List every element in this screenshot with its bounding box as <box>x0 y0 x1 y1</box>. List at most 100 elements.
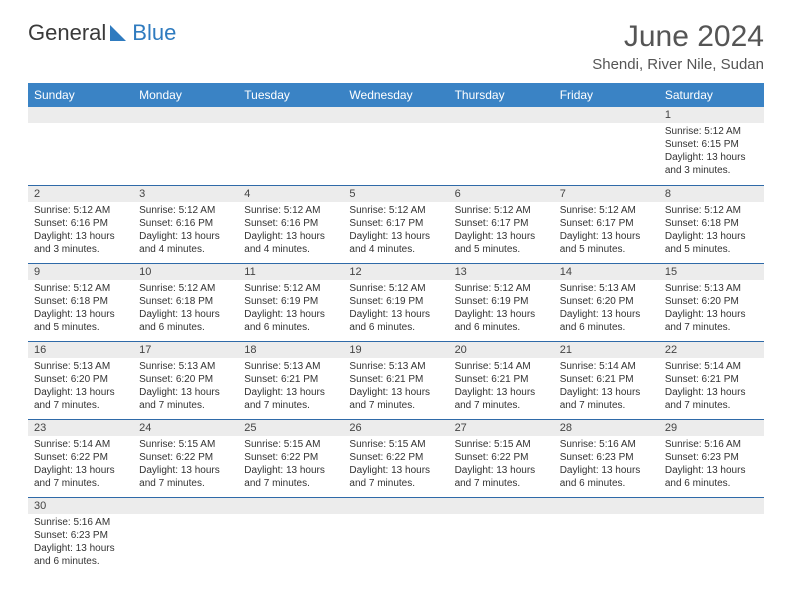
day-number: 5 <box>343 186 448 202</box>
daylight-text: Daylight: 13 hours and 7 minutes. <box>455 386 548 412</box>
calendar-cell: 24Sunrise: 5:15 AMSunset: 6:22 PMDayligh… <box>133 419 238 497</box>
sunrise-text: Sunrise: 5:13 AM <box>349 360 442 373</box>
day-body: Sunrise: 5:16 AMSunset: 6:23 PMDaylight:… <box>28 514 133 572</box>
calendar-cell <box>238 497 343 575</box>
logo-sail-icon <box>108 23 130 43</box>
daylight-text: Daylight: 13 hours and 6 minutes. <box>34 542 127 568</box>
sunset-text: Sunset: 6:18 PM <box>34 295 127 308</box>
day-number: 4 <box>238 186 343 202</box>
daylight-text: Daylight: 13 hours and 6 minutes. <box>560 464 653 490</box>
sunrise-text: Sunrise: 5:12 AM <box>665 204 758 217</box>
daylight-text: Daylight: 13 hours and 7 minutes. <box>139 386 232 412</box>
sunset-text: Sunset: 6:21 PM <box>244 373 337 386</box>
day-number: 12 <box>343 264 448 280</box>
daylight-text: Daylight: 13 hours and 5 minutes. <box>34 308 127 334</box>
calendar-cell: 17Sunrise: 5:13 AMSunset: 6:20 PMDayligh… <box>133 341 238 419</box>
day-body: Sunrise: 5:15 AMSunset: 6:22 PMDaylight:… <box>343 436 448 494</box>
day-body: Sunrise: 5:13 AMSunset: 6:20 PMDaylight:… <box>28 358 133 416</box>
sunrise-text: Sunrise: 5:14 AM <box>560 360 653 373</box>
day-header: Friday <box>554 83 659 107</box>
day-number: 26 <box>343 420 448 436</box>
sunrise-text: Sunrise: 5:12 AM <box>139 282 232 295</box>
daylight-text: Daylight: 13 hours and 6 minutes. <box>560 308 653 334</box>
day-number <box>449 498 554 514</box>
daylight-text: Daylight: 13 hours and 7 minutes. <box>349 464 442 490</box>
sunrise-text: Sunrise: 5:15 AM <box>139 438 232 451</box>
sunset-text: Sunset: 6:22 PM <box>455 451 548 464</box>
sunrise-text: Sunrise: 5:15 AM <box>244 438 337 451</box>
calendar-cell: 25Sunrise: 5:15 AMSunset: 6:22 PMDayligh… <box>238 419 343 497</box>
sunrise-text: Sunrise: 5:12 AM <box>244 282 337 295</box>
day-number: 25 <box>238 420 343 436</box>
day-number: 28 <box>554 420 659 436</box>
day-body <box>133 514 238 520</box>
daylight-text: Daylight: 13 hours and 7 minutes. <box>34 464 127 490</box>
calendar-cell: 6Sunrise: 5:12 AMSunset: 6:17 PMDaylight… <box>449 185 554 263</box>
sunset-text: Sunset: 6:18 PM <box>139 295 232 308</box>
day-header: Thursday <box>449 83 554 107</box>
sunrise-text: Sunrise: 5:13 AM <box>244 360 337 373</box>
day-number: 21 <box>554 342 659 358</box>
sunrise-text: Sunrise: 5:15 AM <box>455 438 548 451</box>
calendar-cell: 30Sunrise: 5:16 AMSunset: 6:23 PMDayligh… <box>28 497 133 575</box>
sunrise-text: Sunrise: 5:12 AM <box>34 204 127 217</box>
day-body: Sunrise: 5:13 AMSunset: 6:21 PMDaylight:… <box>238 358 343 416</box>
sunset-text: Sunset: 6:20 PM <box>665 295 758 308</box>
sunset-text: Sunset: 6:17 PM <box>455 217 548 230</box>
sunrise-text: Sunrise: 5:16 AM <box>665 438 758 451</box>
day-body: Sunrise: 5:12 AMSunset: 6:16 PMDaylight:… <box>28 202 133 260</box>
day-body: Sunrise: 5:12 AMSunset: 6:15 PMDaylight:… <box>659 123 764 181</box>
day-body: Sunrise: 5:12 AMSunset: 6:16 PMDaylight:… <box>238 202 343 260</box>
sunset-text: Sunset: 6:19 PM <box>349 295 442 308</box>
daylight-text: Daylight: 13 hours and 7 minutes. <box>560 386 653 412</box>
day-number: 7 <box>554 186 659 202</box>
day-body: Sunrise: 5:14 AMSunset: 6:22 PMDaylight:… <box>28 436 133 494</box>
sunrise-text: Sunrise: 5:12 AM <box>665 125 758 138</box>
calendar-cell: 22Sunrise: 5:14 AMSunset: 6:21 PMDayligh… <box>659 341 764 419</box>
day-header: Wednesday <box>343 83 448 107</box>
day-number: 17 <box>133 342 238 358</box>
sunset-text: Sunset: 6:20 PM <box>560 295 653 308</box>
calendar-cell: 12Sunrise: 5:12 AMSunset: 6:19 PMDayligh… <box>343 263 448 341</box>
sunrise-text: Sunrise: 5:13 AM <box>665 282 758 295</box>
calendar-cell: 8Sunrise: 5:12 AMSunset: 6:18 PMDaylight… <box>659 185 764 263</box>
daylight-text: Daylight: 13 hours and 7 minutes. <box>34 386 127 412</box>
day-body: Sunrise: 5:12 AMSunset: 6:18 PMDaylight:… <box>28 280 133 338</box>
calendar-cell: 27Sunrise: 5:15 AMSunset: 6:22 PMDayligh… <box>449 419 554 497</box>
day-number <box>554 107 659 123</box>
calendar-cell <box>133 107 238 185</box>
day-number: 27 <box>449 420 554 436</box>
calendar-cell <box>659 497 764 575</box>
day-body: Sunrise: 5:12 AMSunset: 6:16 PMDaylight:… <box>133 202 238 260</box>
day-number: 23 <box>28 420 133 436</box>
day-number <box>659 498 764 514</box>
calendar-cell: 3Sunrise: 5:12 AMSunset: 6:16 PMDaylight… <box>133 185 238 263</box>
header: GeneralBlue June 2024 Shendi, River Nile… <box>28 20 764 73</box>
location: Shendi, River Nile, Sudan <box>592 56 764 73</box>
sunset-text: Sunset: 6:23 PM <box>34 529 127 542</box>
daylight-text: Daylight: 13 hours and 3 minutes. <box>34 230 127 256</box>
daylight-text: Daylight: 13 hours and 6 minutes. <box>244 308 337 334</box>
daylight-text: Daylight: 13 hours and 4 minutes. <box>139 230 232 256</box>
day-number: 18 <box>238 342 343 358</box>
day-body <box>133 123 238 129</box>
daylight-text: Daylight: 13 hours and 6 minutes. <box>455 308 548 334</box>
day-body: Sunrise: 5:14 AMSunset: 6:21 PMDaylight:… <box>554 358 659 416</box>
sunset-text: Sunset: 6:16 PM <box>139 217 232 230</box>
calendar-cell: 20Sunrise: 5:14 AMSunset: 6:21 PMDayligh… <box>449 341 554 419</box>
sunrise-text: Sunrise: 5:14 AM <box>455 360 548 373</box>
calendar-cell: 15Sunrise: 5:13 AMSunset: 6:20 PMDayligh… <box>659 263 764 341</box>
day-number: 3 <box>133 186 238 202</box>
day-number: 1 <box>659 107 764 123</box>
sunrise-text: Sunrise: 5:12 AM <box>244 204 337 217</box>
day-body: Sunrise: 5:12 AMSunset: 6:17 PMDaylight:… <box>554 202 659 260</box>
day-body: Sunrise: 5:12 AMSunset: 6:17 PMDaylight:… <box>343 202 448 260</box>
sunset-text: Sunset: 6:21 PM <box>349 373 442 386</box>
calendar-cell: 13Sunrise: 5:12 AMSunset: 6:19 PMDayligh… <box>449 263 554 341</box>
calendar-cell: 21Sunrise: 5:14 AMSunset: 6:21 PMDayligh… <box>554 341 659 419</box>
calendar-cell <box>343 107 448 185</box>
day-number <box>554 498 659 514</box>
day-number: 14 <box>554 264 659 280</box>
day-body <box>659 514 764 520</box>
day-number: 8 <box>659 186 764 202</box>
